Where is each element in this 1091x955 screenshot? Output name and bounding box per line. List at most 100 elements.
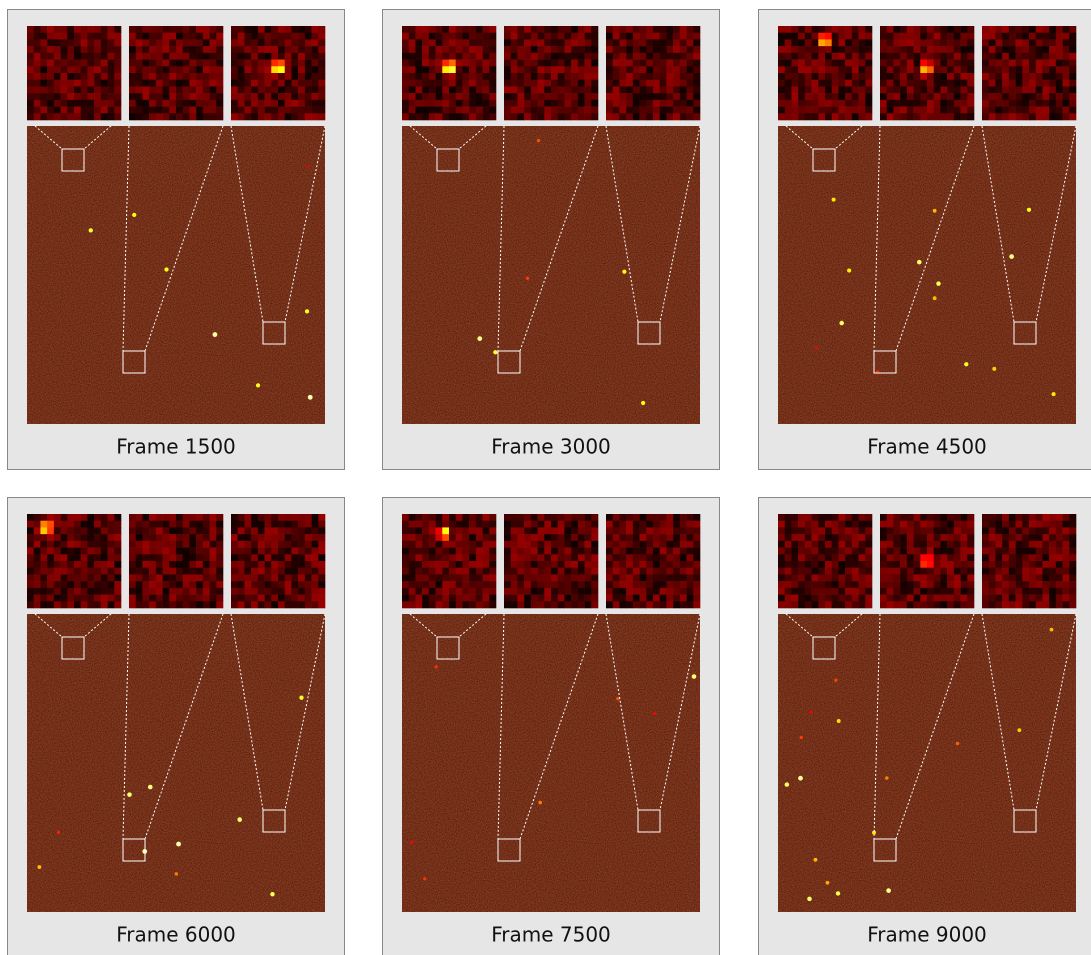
inset-pixel (988, 73, 996, 81)
zoom-guide (659, 125, 701, 323)
inset-pixel (475, 106, 483, 114)
inset-pixel (169, 520, 177, 528)
inset-pixel (482, 73, 490, 81)
inset-pixel (162, 66, 170, 74)
inset-pixel (886, 106, 894, 114)
inset-pixel (564, 26, 572, 34)
inset-pixel (1055, 547, 1063, 555)
inset-pixel (1002, 99, 1010, 107)
inset-pixel (778, 574, 786, 582)
inset-pixel (87, 567, 95, 575)
inset-pixel (584, 567, 592, 575)
inset-pixel (537, 554, 545, 562)
inset-pixel (544, 59, 552, 67)
inset-pixel (231, 46, 239, 54)
inset-pixel (632, 99, 640, 107)
inset-pixel (74, 561, 82, 569)
inset-pixel (27, 561, 35, 569)
inset-pixel (422, 567, 430, 575)
inset-pixel (304, 601, 312, 609)
inset-pixel (784, 59, 792, 67)
inset-pixel (811, 540, 819, 548)
inset-pixel (482, 514, 490, 522)
inset-pixel (953, 59, 961, 67)
inset-pixel (422, 574, 430, 582)
inset-pixel (551, 99, 559, 107)
inset-pixel (530, 534, 538, 542)
inset-pixel (673, 99, 681, 107)
inset-pixel (284, 106, 292, 114)
inset-pixel (584, 52, 592, 60)
inset-pixel (169, 73, 177, 81)
inset-pixel (87, 113, 95, 121)
inset-pixel (913, 547, 921, 555)
inset-pixel (449, 581, 457, 589)
zoom-guide (834, 613, 863, 638)
inset-pixel (475, 574, 483, 582)
inset-pixel (632, 561, 640, 569)
inset-pixel (858, 594, 866, 602)
inset-pixel (291, 567, 299, 575)
inset-pixel (1029, 601, 1037, 609)
inset-pixel (1062, 561, 1070, 569)
inset-pixel (639, 32, 647, 40)
inset-pixel (67, 39, 75, 47)
inset-pixel (408, 99, 416, 107)
inset-pixel (606, 106, 614, 114)
inset-pixel (482, 540, 490, 548)
inset-pixel (818, 547, 826, 555)
inset-pixel (571, 79, 579, 87)
inset-pixel (462, 26, 470, 34)
inset-pixel (626, 26, 634, 34)
inset-pixel (1042, 113, 1050, 121)
inset-pixel (626, 547, 634, 555)
inset-pixel (60, 39, 68, 47)
inset-pixel (291, 561, 299, 569)
inset-pixel (920, 86, 928, 94)
inset-pixel (284, 594, 292, 602)
inset-pixel (838, 73, 846, 81)
inset-pixel (825, 39, 833, 47)
inset-pixel (155, 93, 163, 101)
inset-pixel (489, 59, 497, 67)
inset-pixel (1069, 66, 1077, 74)
inset-pixel (591, 527, 599, 535)
inset-pixel (87, 534, 95, 542)
inset-pixel (435, 59, 443, 67)
inset-pixel (1022, 79, 1030, 87)
inset-pixel (237, 79, 245, 87)
inset-pixel (257, 514, 265, 522)
inset-pixel (858, 547, 866, 555)
inset-pixel (1035, 52, 1043, 60)
inset-pixel (47, 534, 55, 542)
inset-pixel (489, 561, 497, 569)
inset-pixel (571, 26, 579, 34)
inset-pixel (673, 527, 681, 535)
inset-pixel (517, 32, 525, 40)
inset-pixel (264, 73, 272, 81)
inset-pixel (231, 594, 239, 602)
inset-pixel (865, 66, 873, 74)
inset-pixel (257, 99, 265, 107)
inset-pixel (1042, 514, 1050, 522)
inset-pixel (906, 99, 914, 107)
inset-pixel (182, 66, 190, 74)
inset-pixel (278, 594, 286, 602)
inset-pixel (402, 567, 410, 575)
spot (525, 276, 530, 280)
inset-pixel (612, 73, 620, 81)
inset-pixel (933, 113, 941, 121)
inset-pixel (940, 574, 948, 582)
inset-pixel (60, 113, 68, 121)
inset-pixel (1049, 581, 1057, 589)
zoom-guide (834, 125, 863, 150)
spot (831, 197, 836, 202)
inset-pixel (298, 520, 306, 528)
inset-pixel (47, 46, 55, 54)
inset-pixel (619, 540, 627, 548)
inset-pixel (202, 66, 210, 74)
inset-pixel (1029, 594, 1037, 602)
inset-pixel (960, 93, 968, 101)
inset-pixel (475, 39, 483, 47)
inset-pixel (442, 99, 450, 107)
